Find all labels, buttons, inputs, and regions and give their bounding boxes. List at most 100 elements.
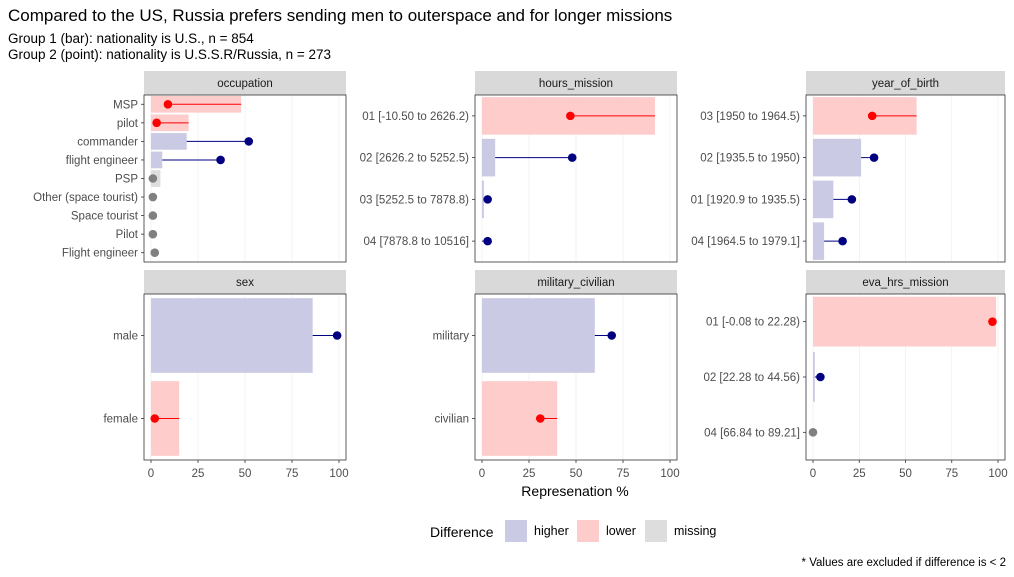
x-tick-label: 0 [148,468,154,480]
facet-strip-label: military_civilian [537,277,614,289]
bar [482,298,595,373]
chart-title: Compared to the US, Russia prefers sendi… [8,6,673,25]
y-tick-label: flight engineer [66,155,138,167]
facet-eva_hrs_mission: eva_hrs_mission 01 [-0.08 to 22.28) 02 [22… [703,270,1008,480]
y-tick-label: 01 [-10.50 to 2626.2) [362,111,469,123]
point [163,99,173,109]
x-tick-label: 0 [479,468,485,480]
facet-strip-label: occupation [217,78,273,90]
y-tick-label: PSP [115,174,138,186]
bar [813,180,834,219]
facet-strip-label: sex [236,277,254,289]
x-tick-label: 75 [286,468,299,480]
legend-label-missing: missing [674,524,717,538]
y-tick-label: 02 [1935.5 to 1950) [700,153,800,165]
point [808,428,818,437]
bar [482,180,484,219]
x-tick-label: 50 [570,468,583,480]
point [216,155,225,165]
legend-label-lower: lower [606,524,636,538]
subtitle-line-2: Group 2 (point): nationality is U.S.S.R/… [8,47,332,62]
panel-border [143,94,347,263]
facet-sex: sex male female 0 25 50 75 100 [103,270,349,480]
facet-strip-label: eva_hrs_mission [862,277,948,289]
y-tick-label: civilian [434,414,469,426]
facet-year_of_birth: year_of_birth 03 [1950 to 1964.5) 02 [1935… [691,71,1006,263]
chart-caption: * Values are excluded if difference is <… [801,557,1006,569]
y-tick-label: Space tourist [71,211,139,223]
legend-title: Difference [430,524,494,540]
subtitle-line-1: Group 1 (bar): nationality is U.S., n = … [8,31,254,46]
facet-strip [144,71,346,95]
legend-item-higher: higher [505,520,569,542]
y-tick-label: 02 [22.28 to 44.56) [703,372,800,384]
facet-strip [475,71,677,95]
bar [813,296,997,347]
bar [813,138,862,177]
point [150,414,160,423]
point [150,248,160,258]
y-tick-label: female [103,414,138,426]
y-tick-label: 04 [7878.8 to 10516] [363,236,469,248]
y-tick-label: Flight engineer [62,248,138,260]
point [567,153,577,162]
x-tick-label: 0 [810,468,816,480]
x-tick-label: 50 [899,468,912,480]
x-tick-label: 75 [617,468,630,480]
y-tick-label: 03 [1950 to 1964.5) [700,111,800,123]
point [847,195,857,204]
legend-item-missing: missing [645,520,716,542]
point [332,331,342,340]
facet-strip-label: year_of_birth [872,78,939,90]
facet-strip-label: hours_mission [539,78,613,90]
bar [482,138,496,177]
bar [151,133,187,150]
point [483,236,492,246]
legend-key-missing [645,520,667,542]
point [148,229,158,239]
facet-hours_mission: hours_mission 01 [-10.50 to 2626.2) 02 [26… [360,71,678,263]
facet-strip [475,270,677,294]
y-tick-label: male [113,331,138,343]
y-tick-label: Pilot [116,229,139,241]
y-tick-label: pilot [117,118,139,130]
panel-border [474,94,678,263]
bar [813,352,815,402]
point [838,236,847,246]
x-tick-label: 25 [523,468,536,480]
y-tick-label: MSP [113,99,138,111]
facet-military_civilian: military_civilian military civilian 0 25 50 75… [433,270,680,480]
x-axis-label: Represenation % [521,483,628,499]
y-tick-label: 04 [66.84 to 89.21] [704,427,800,439]
facet-strip [806,71,1005,95]
x-tick-label: 25 [192,468,205,480]
x-tick-label: 25 [853,468,866,480]
bar [151,298,313,373]
x-tick-label: 50 [239,468,252,480]
bar [151,151,163,169]
point [152,118,161,128]
y-tick-label: 03 [5252.5 to 7878.8) [360,194,470,206]
point [148,174,158,183]
facet-strip [144,270,346,294]
panel-border [805,94,1006,263]
point [988,317,997,326]
legend-key-higher [505,520,527,542]
x-tick-label: 100 [660,468,679,480]
facet-occupation: occupation MSP pilot commander flight engine… [33,71,347,263]
y-tick-label: 01 [-0.08 to 22.28) [706,317,800,329]
point [869,153,879,162]
x-tick-label: 75 [945,468,958,480]
point [535,414,545,423]
legend-key-lower [577,520,599,542]
point [816,372,825,382]
x-tick-label: 100 [329,468,348,480]
point [148,211,158,220]
y-tick-label: Other (space tourist) [33,192,138,204]
point [607,331,617,340]
point [566,111,575,121]
point [244,137,254,146]
chart-subtitle: Group 1 (bar): nationality is U.S., n = … [8,31,331,63]
y-tick-label: military [433,331,470,343]
